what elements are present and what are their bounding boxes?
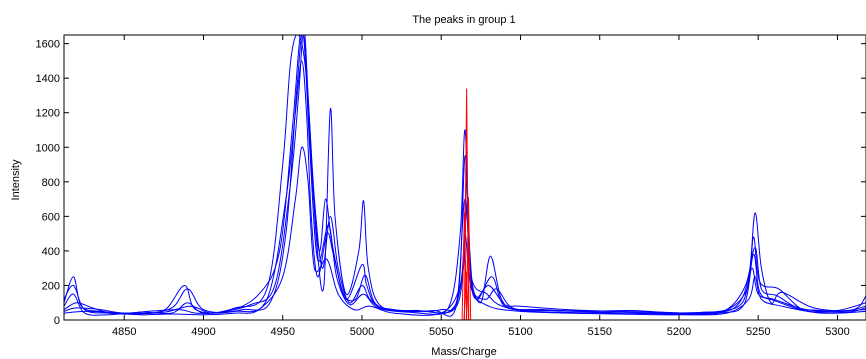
y-tick-label: 800: [42, 177, 60, 189]
x-tick-label: 4850: [112, 326, 136, 338]
y-tick-label: 1200: [36, 108, 60, 120]
spectrum-line-5: [64, 146, 866, 316]
x-tick-label: 5000: [350, 326, 374, 338]
y-tick-label: 200: [42, 280, 60, 292]
y-tick-label: 1600: [36, 39, 60, 51]
x-tick-label: 5200: [667, 326, 691, 338]
y-tick-label: 1000: [36, 142, 60, 154]
x-tick-label: 5050: [429, 326, 453, 338]
x-tick-label: 5300: [825, 326, 849, 338]
marker-layer: [461, 88, 472, 320]
y-axis-title: Intensity: [10, 159, 22, 200]
y-tick-label: 0: [54, 315, 60, 327]
x-tick-label: 5250: [746, 326, 770, 338]
chart-title: The peaks in group 1: [412, 14, 515, 26]
y-tick-label: 400: [42, 246, 60, 258]
peak-marker-4: [463, 271, 469, 320]
x-tick-label: 4900: [191, 326, 215, 338]
plot-frame: [63, 34, 866, 321]
x-tick-label: 5150: [587, 326, 611, 338]
spectrum-line-6: [64, 35, 866, 315]
series-layer: [64, 35, 866, 317]
x-tick-label: 5100: [508, 326, 532, 338]
x-axis-title: Mass/Charge: [431, 346, 496, 358]
y-axis: 0 200 400 600 800 1000 1200 1400 1600: [36, 39, 866, 327]
y-tick-label: 600: [42, 211, 60, 223]
x-tick-label: 4950: [270, 326, 294, 338]
y-tick-label: 1400: [36, 73, 60, 85]
x-axis: 4850 4900 4950 5000 5050 5100 5150 5200 5250 5300: [112, 35, 850, 338]
